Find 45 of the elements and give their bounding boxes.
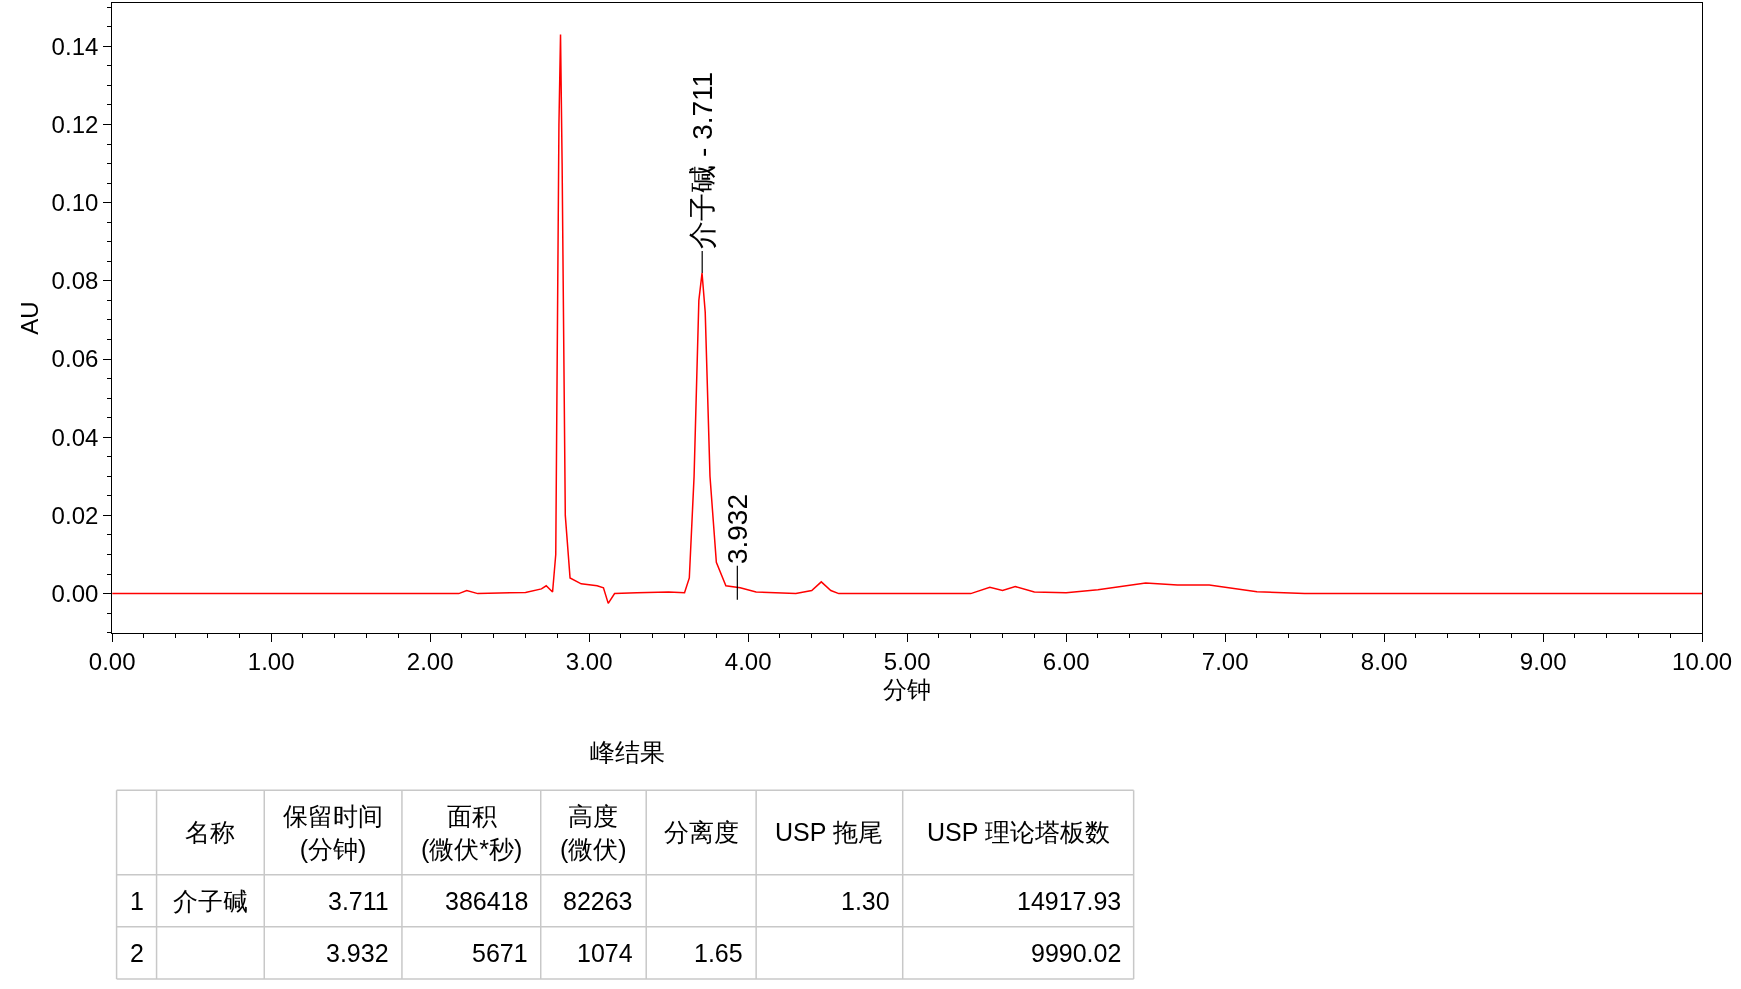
x-tick-label: 9.00	[1519, 648, 1567, 676]
y-tick-label: 0.14	[51, 32, 99, 60]
y-tick-label: 0.12	[51, 110, 99, 138]
y-tick-label: 0.08	[51, 267, 99, 295]
x-tick-label: 7.00	[1201, 648, 1249, 676]
text: 82263	[563, 887, 633, 915]
text: 分离度	[664, 818, 739, 846]
x-tick-label: 10.00	[1672, 648, 1733, 676]
text: 高度 (微伏)	[560, 802, 627, 863]
y-tick-label: 0.04	[51, 423, 99, 451]
y-tick-label: 0.00	[51, 580, 99, 607]
y-axis-title: AU	[15, 301, 43, 335]
x-tick-label: 0.00	[88, 648, 136, 676]
text: 介子碱	[173, 887, 248, 915]
y-tick-label: 0.06	[51, 345, 99, 373]
text: 14917.93	[1017, 887, 1122, 915]
text: 3.711	[328, 887, 389, 915]
x-tick-label: 6.00	[1042, 648, 1090, 676]
text: 1.65	[694, 939, 743, 967]
text: 3.932	[326, 939, 389, 967]
x-tick-label: 4.00	[724, 648, 772, 676]
x-tick-label: 8.00	[1360, 648, 1408, 676]
text: 386418	[445, 887, 529, 915]
annotation: 3.932	[721, 494, 753, 565]
text: 名称	[185, 818, 235, 846]
x-tick-label: 5.00	[883, 648, 931, 676]
text: USP 拖尾	[775, 818, 883, 846]
x-tick-label: 1.00	[247, 648, 295, 676]
line-series	[112, 33, 1703, 605]
x-tick-label: 2.00	[406, 648, 454, 676]
text: USP 理论塔板数	[927, 818, 1110, 846]
text: 峰结果	[590, 738, 665, 766]
y-tick-label: 0.10	[51, 189, 99, 217]
x-tick-label: 3.00	[565, 648, 613, 676]
text: 2	[130, 939, 144, 967]
text: 1	[130, 887, 144, 915]
text: 保留时间 (分钟)	[283, 802, 383, 863]
text: 9990.02	[1031, 939, 1122, 967]
x-axis-title: 分钟	[883, 675, 932, 703]
annotation: 介子碱 - 3.711	[686, 71, 718, 249]
text: 1.30	[841, 887, 890, 915]
y-tick-label: 0.02	[51, 501, 99, 529]
text: 面积 (微伏*秒)	[421, 802, 523, 863]
text: 1074	[577, 939, 633, 967]
text: 5671	[472, 939, 528, 967]
